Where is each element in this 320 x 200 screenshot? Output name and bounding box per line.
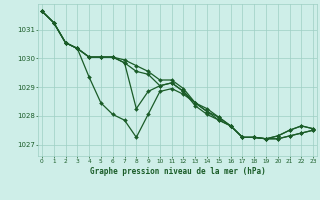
X-axis label: Graphe pression niveau de la mer (hPa): Graphe pression niveau de la mer (hPa) xyxy=(90,167,266,176)
